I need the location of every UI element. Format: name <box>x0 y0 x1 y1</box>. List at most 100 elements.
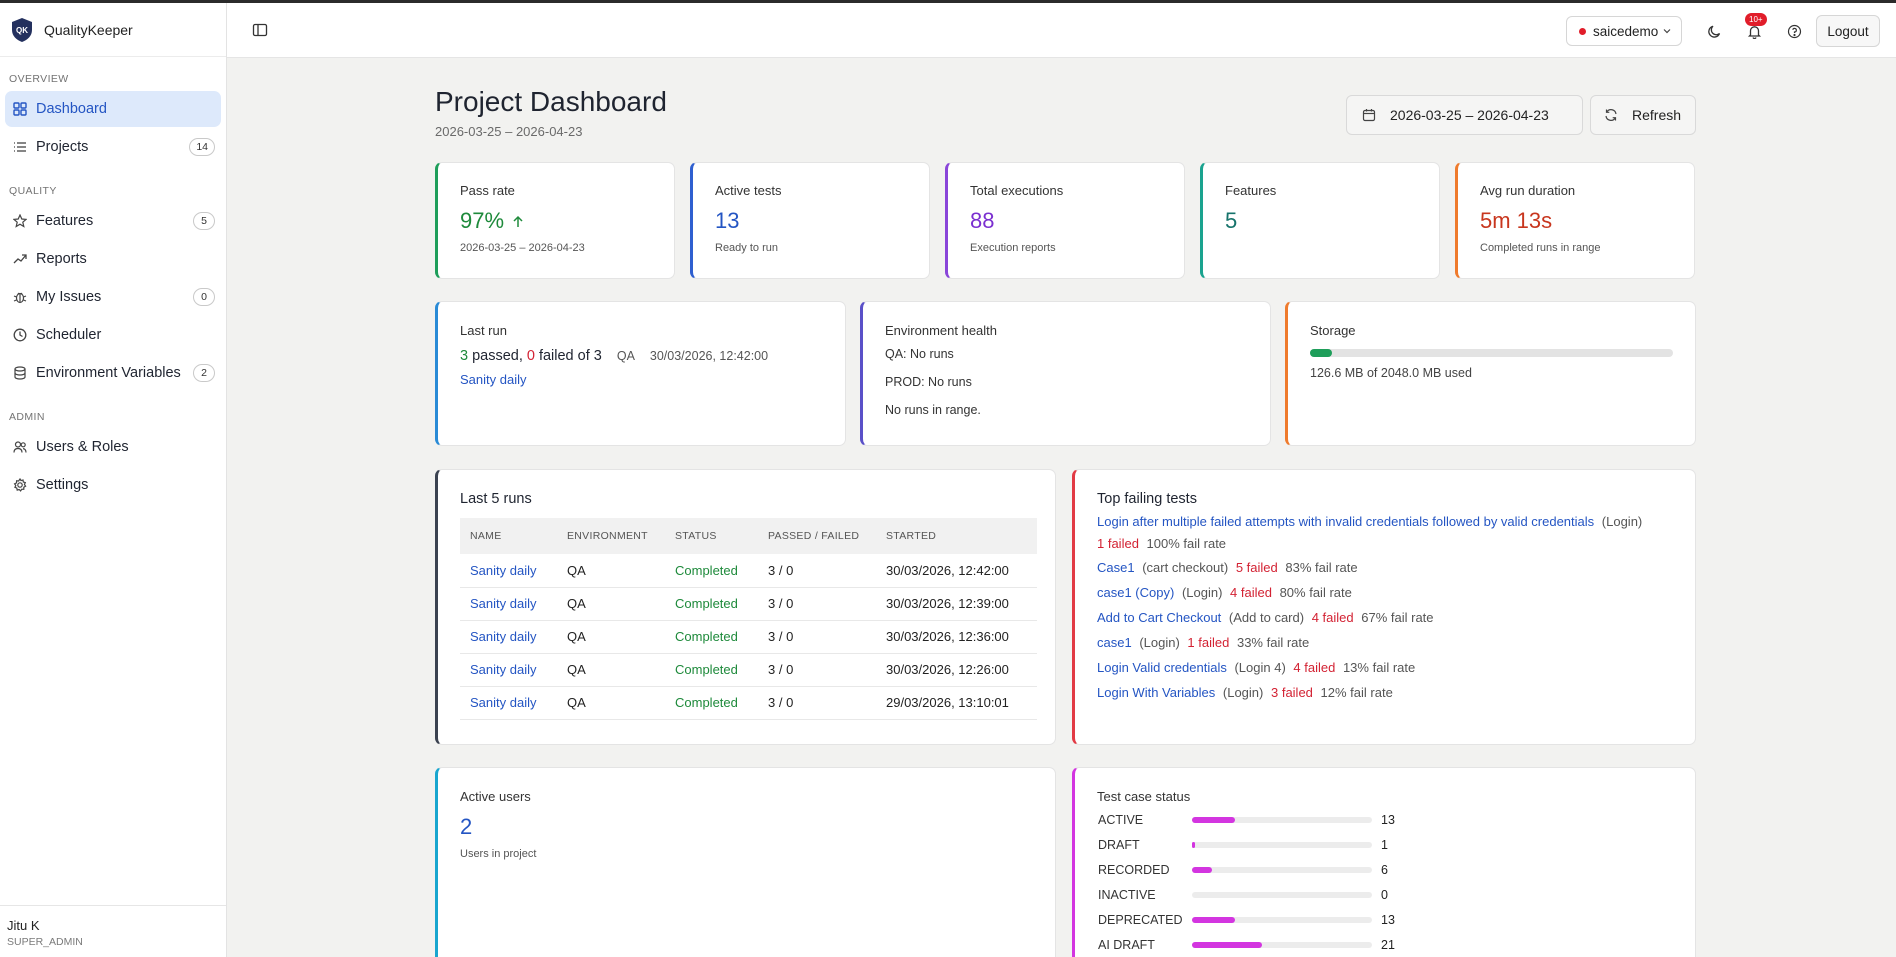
run-passed-failed: 3 / 0 <box>758 620 876 654</box>
failing-test-rate: 33% fail rate <box>1236 635 1310 650</box>
run-env: QA <box>557 587 665 621</box>
stat-card-total-executions: Total executions 88 Execution reports <box>945 162 1185 279</box>
database-icon <box>12 365 28 381</box>
arrow-up-icon <box>512 215 524 228</box>
run-name-link[interactable]: Sanity daily <box>460 554 557 588</box>
sidebar-item-label: Scheduler <box>36 327 102 343</box>
stat-label: Features <box>1225 183 1277 198</box>
table-row[interactable]: Sanity daily QA Completed 3 / 0 29/03/20… <box>460 686 1037 720</box>
run-started: 29/03/2026, 13:10:01 <box>876 686 1037 720</box>
run-name-link[interactable]: Sanity daily <box>460 587 557 621</box>
runs-table: NAME ENVIRONMENT STATUS PASSED / FAILED … <box>460 518 1037 720</box>
stat-label: Active tests <box>715 183 782 198</box>
failing-test-link[interactable]: case1 (Copy) <box>1097 585 1175 600</box>
bug-icon <box>12 289 28 305</box>
status-label: RECORDED <box>1098 863 1170 877</box>
table-row[interactable]: Sanity daily QA Completed 3 / 0 30/03/20… <box>460 653 1037 687</box>
env-health-line: PROD: No runs <box>885 375 972 389</box>
trend-icon <box>12 251 28 267</box>
status-row-draft: DRAFT 1 <box>1098 835 1388 855</box>
bell-icon[interactable] <box>1746 23 1762 39</box>
stat-label: Avg run duration <box>1480 183 1576 198</box>
stat-sub: Ready to run <box>715 242 778 254</box>
failing-test-link[interactable]: Login Valid credentials <box>1097 660 1227 675</box>
logout-button[interactable]: Logout <box>1816 15 1880 47</box>
table-row[interactable]: Sanity daily QA Completed 3 / 0 30/03/20… <box>460 554 1037 588</box>
column-header: STATUS <box>665 518 758 554</box>
sidebar-item-scheduler[interactable]: Scheduler <box>5 317 221 353</box>
page-title: Project Dashboard <box>435 86 667 117</box>
sidebar: QK QualityKeeper OVERVIEW Dashboard Proj… <box>0 3 227 957</box>
storage-text: 126.6 MB of 2048.0 MB used <box>1310 366 1472 380</box>
active-users-card: Active users 2 Users in project <box>435 767 1056 957</box>
run-name-link[interactable]: Sanity daily <box>460 686 557 720</box>
status-row-deprecated: DEPRECATED 13 <box>1098 910 1395 930</box>
stat-label: Pass rate <box>460 183 515 198</box>
star-icon <box>12 213 28 229</box>
failing-test-feature: (Login) <box>1139 635 1180 650</box>
run-started: 30/03/2026, 12:26:00 <box>876 653 1037 687</box>
help-icon[interactable] <box>1786 23 1802 39</box>
sidebar-item-reports[interactable]: Reports <box>5 241 221 277</box>
run-passed-failed: 3 / 0 <box>758 587 876 621</box>
last-5-runs-title: Last 5 runs <box>460 491 532 507</box>
project-selector[interactable]: saicedemo <box>1566 16 1682 46</box>
clock-icon <box>12 327 28 343</box>
env-health-line: No runs in range. <box>885 403 981 417</box>
grid-icon <box>12 101 28 117</box>
sidebar-item-label: Reports <box>36 251 87 267</box>
last-run-link[interactable]: Sanity daily <box>460 372 527 387</box>
table-row[interactable]: Sanity daily QA Completed 3 / 0 30/03/20… <box>460 587 1037 621</box>
run-name-link[interactable]: Sanity daily <box>460 653 557 687</box>
list-item: Add to Cart Checkout (Add to card) 4 fai… <box>1097 605 1673 630</box>
test-case-status-card: Test case status ACTIVE 13 DRAFT 1 RECORDED 6… <box>1072 767 1696 957</box>
failing-test-link[interactable]: Login With Variables <box>1097 685 1216 700</box>
test-case-status-title: Test case status <box>1097 789 1191 804</box>
status-count: 13 <box>1381 913 1395 927</box>
sidebar-item-projects[interactable]: Projects 14 <box>5 129 221 165</box>
run-env: QA <box>557 686 665 720</box>
failing-test-count: 4 failed <box>1293 660 1336 675</box>
column-header: ENVIRONMENT <box>557 518 665 554</box>
sidebar-item-label: Projects <box>36 139 89 155</box>
section-label-quality: QUALITY <box>9 185 57 197</box>
passed-word: passed, <box>472 348 523 364</box>
storage-card: Storage 126.6 MB of 2048.0 MB used <box>1285 301 1696 446</box>
refresh-button[interactable]: Refresh <box>1590 95 1696 135</box>
failing-test-link[interactable]: Login after multiple failed attempts wit… <box>1097 514 1595 529</box>
sidebar-toggle-icon[interactable] <box>252 22 268 38</box>
brand[interactable]: QK QualityKeeper <box>0 3 226 57</box>
sidebar-item-features[interactable]: Features 5 <box>5 203 221 239</box>
sidebar-item-label: Settings <box>36 477 89 493</box>
list-item: case1 (Login) 1 failed 33% fail rate <box>1097 630 1673 655</box>
sidebar-item-dashboard[interactable]: Dashboard <box>5 91 221 127</box>
sidebar-item-users-roles[interactable]: Users & Roles <box>5 429 221 465</box>
run-status: Completed <box>665 587 758 621</box>
sidebar-item-settings[interactable]: Settings <box>5 467 221 503</box>
status-count: 6 <box>1381 863 1388 877</box>
runs-table-header: NAME ENVIRONMENT STATUS PASSED / FAILED … <box>460 518 1037 554</box>
table-row[interactable]: Sanity daily QA Completed 3 / 0 30/03/20… <box>460 620 1037 654</box>
failing-test-link[interactable]: case1 <box>1097 635 1132 650</box>
run-env: QA <box>557 653 665 687</box>
stat-value: 5 <box>1225 208 1238 233</box>
stat-card-avg-run-duration: Avg run duration 5m 13s Completed runs i… <box>1455 162 1695 279</box>
sidebar-item-environment-variables[interactable]: Environment Variables 2 <box>5 355 221 391</box>
failing-test-rate: 83% fail rate <box>1285 560 1358 575</box>
failing-test-link[interactable]: Add to Cart Checkout <box>1097 610 1222 625</box>
sidebar-item-label: Features <box>36 213 94 229</box>
sidebar-item-my-issues[interactable]: My Issues 0 <box>5 279 221 315</box>
failing-test-link[interactable]: Case1 <box>1097 560 1135 575</box>
date-range-picker[interactable]: 2026-03-25 – 2026-04-23 <box>1346 95 1583 135</box>
last-run-time: 30/03/2026, 12:42:00 <box>649 349 769 363</box>
moon-icon[interactable] <box>1706 23 1722 39</box>
features-count-badge: 5 <box>193 212 215 230</box>
storage-progress-track <box>1310 349 1673 357</box>
status-bar-fill <box>1192 867 1212 873</box>
stat-value: 13 <box>715 208 740 233</box>
run-name-link[interactable]: Sanity daily <box>460 620 557 654</box>
user-profile[interactable]: Jitu K SUPER_ADMIN <box>0 905 226 957</box>
stat-card-active-tests: Active tests 13 Ready to run <box>690 162 930 279</box>
failing-test-count: 4 failed <box>1311 610 1354 625</box>
top-failing-title: Top failing tests <box>1097 491 1197 507</box>
